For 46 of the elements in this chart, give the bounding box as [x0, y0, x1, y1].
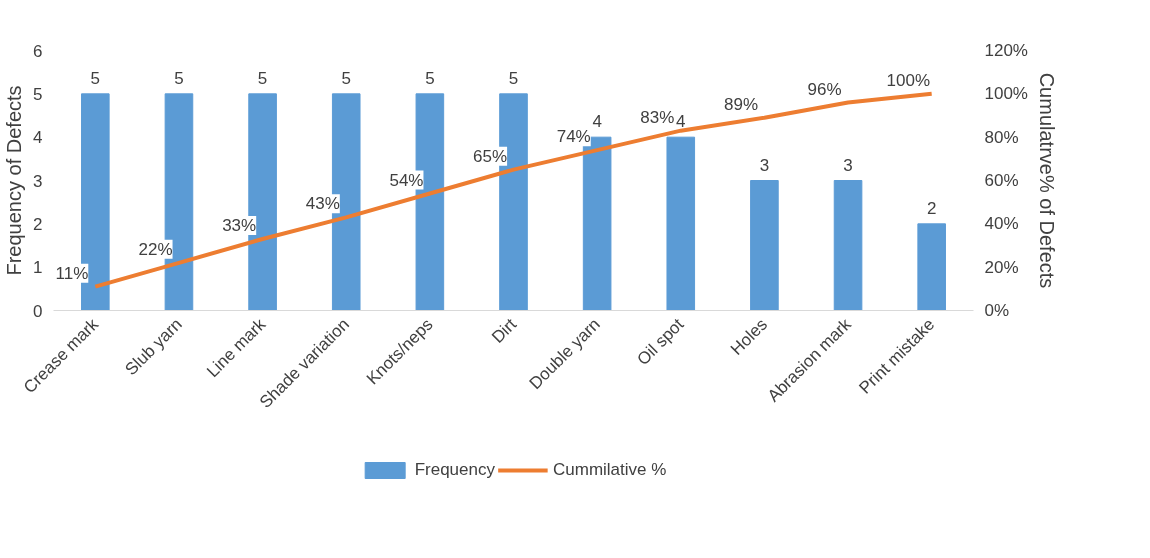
y2-axis-title: Cumulatrve% of Defects — [1035, 72, 1058, 289]
data-label: 5 — [425, 68, 435, 88]
data-label: 96% — [807, 79, 842, 99]
data-label: 43% — [305, 194, 340, 214]
data-label: 54% — [389, 170, 424, 190]
data-label: 65% — [473, 146, 508, 166]
y2-tick-label: 100% — [984, 84, 1028, 104]
bar — [833, 180, 863, 311]
y-axis-title: Frequency of Defects — [3, 85, 26, 276]
bar — [750, 180, 779, 311]
y-tick-label: 5 — [33, 84, 43, 104]
bar — [666, 136, 696, 311]
y-tick-label: 4 — [33, 128, 43, 148]
data-label: 5 — [257, 68, 268, 88]
y2-tick-label: 120% — [984, 41, 1028, 60]
data-label: 100% — [886, 70, 931, 90]
y2-tick-label: 60% — [984, 171, 1019, 190]
data-label: 5 — [174, 68, 184, 88]
y2-tick-label: 0% — [984, 301, 1010, 320]
data-label: 2 — [926, 198, 937, 218]
y-tick-label: 0 — [33, 301, 43, 321]
data-label: 4 — [676, 112, 686, 132]
data-label: 11% — [55, 263, 89, 283]
data-label: 33% — [222, 216, 257, 235]
data-label: 89% — [723, 94, 759, 114]
y-tick-label: 6 — [33, 41, 43, 61]
data-label: 5 — [508, 68, 519, 88]
data-label: 5 — [341, 68, 351, 88]
data-label: 4 — [592, 112, 602, 132]
bar — [917, 223, 946, 311]
y2-tick-label: 40% — [984, 214, 1019, 234]
y2-tick-label: 20% — [984, 257, 1019, 277]
data-label: 3 — [759, 155, 770, 175]
data-label: 5 — [90, 68, 101, 88]
legend-label: Frequency — [414, 460, 495, 480]
y2-tick-label: 80% — [984, 127, 1019, 147]
data-label: 74% — [556, 127, 591, 147]
legend-label: Cummilative % — [552, 460, 667, 480]
x-tick-label: Oil spot — [633, 314, 688, 369]
x-tick-label: Dirt — [488, 314, 521, 347]
y-tick-label: 1 — [33, 258, 43, 278]
data-label: 3 — [843, 155, 853, 175]
data-label: 83% — [640, 107, 675, 127]
y-tick-label: 2 — [33, 214, 43, 234]
y-tick-label: 3 — [33, 171, 43, 191]
data-label: 22% — [138, 239, 173, 259]
